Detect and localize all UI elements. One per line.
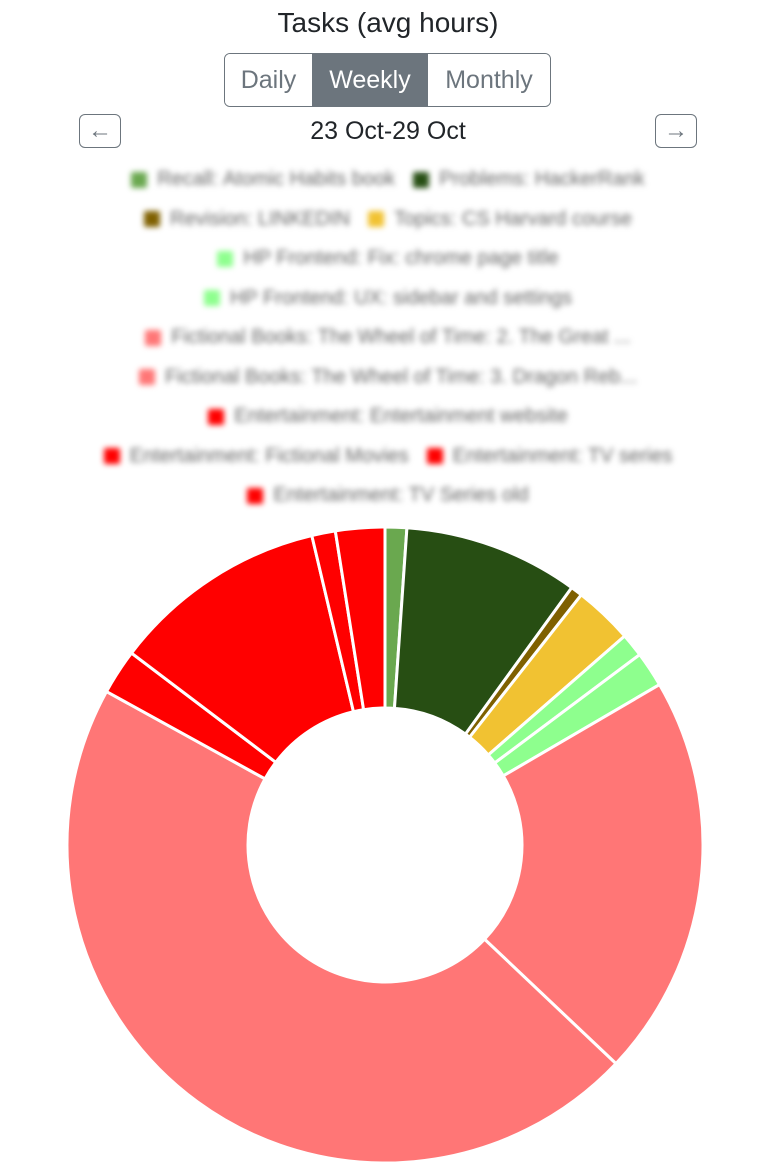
legend-row: Entertainment: Entertainment website (40, 397, 736, 437)
legend-item[interactable]: HP Frontend: UX: sidebar and settings (203, 286, 573, 310)
legend-item[interactable]: Entertainment: Entertainment website (208, 405, 568, 428)
legend-label: Fictional Books: The Wheel of Time: 2. T… (171, 326, 631, 349)
donut-slice[interactable] (333, 525, 387, 712)
legend-label: Problems: HackerRank (439, 168, 645, 191)
legend-row: Entertainment: TV Series old (40, 476, 736, 516)
legend-swatch (145, 329, 162, 346)
legend-item[interactable]: Fictional Books: The Wheel of Time: 3. D… (138, 365, 638, 389)
donut-chart (0, 520, 776, 1170)
legend-swatch (247, 487, 264, 504)
chart-title: Tasks (avg hours) (277, 7, 499, 38)
arrow-left-icon: ← (88, 117, 112, 144)
legend-swatch (208, 408, 225, 425)
legend-item[interactable]: Revision: LINKEDIN (144, 208, 350, 231)
weekly-button[interactable]: Weekly (312, 54, 427, 106)
legend-row: Entertainment: Fictional Movies Entertain… (40, 437, 736, 477)
legend-swatch (217, 250, 234, 267)
legend-row: HP Frontend: UX: sidebar and settings (40, 279, 736, 319)
legend-swatch (138, 369, 155, 386)
legend-label: HP Frontend: UX: sidebar and settings (229, 286, 573, 309)
legend-label: Entertainment: Entertainment website (234, 405, 568, 428)
legend-item[interactable]: Entertainment: TV series (426, 444, 673, 468)
legend-item[interactable]: Entertainment: Fictional Movies (103, 444, 409, 468)
next-period-button[interactable]: → (655, 114, 697, 148)
legend-label: Entertainment: TV Series old (273, 484, 529, 507)
legend-item[interactable]: Entertainment: TV Series old (247, 484, 529, 507)
legend-swatch (368, 211, 385, 228)
legend-swatch (413, 171, 430, 188)
legend-item[interactable]: HP Frontend: Fix: chrome page title (217, 247, 559, 270)
legend-item[interactable]: Fictional Books: The Wheel of Time: 2. T… (145, 326, 631, 349)
donut-slice[interactable] (65, 689, 619, 1165)
legend-swatch (103, 448, 120, 465)
previous-period-button[interactable]: ← (79, 114, 121, 148)
arrow-right-icon: → (664, 117, 688, 144)
legend-item[interactable]: Problems: HackerRank (413, 168, 645, 191)
donut-slice[interactable] (129, 533, 356, 765)
legend-label: Topics: CS Harvard course (394, 207, 632, 230)
legend-label: Recall: Atomic Habits book (157, 168, 396, 191)
legend-label: Entertainment: TV series (452, 444, 673, 467)
legend-row: Revision: LINKEDIN Topics: CS Harvard cou… (40, 200, 736, 240)
legend-swatch (203, 290, 220, 307)
legend-swatch (131, 171, 148, 188)
legend-row: Fictional Books: The Wheel of Time: 3. D… (40, 358, 736, 398)
legend-swatch (426, 448, 443, 465)
legend-label: Entertainment: Fictional Movies (129, 444, 409, 467)
legend-row: Recall: Atomic Habits book Problems: Hack… (40, 160, 736, 200)
legend-row: Fictional Books: The Wheel of Time: 2. T… (40, 318, 736, 358)
legend-row: HP Frontend: Fix: chrome page title (40, 239, 736, 279)
daily-button[interactable]: Daily (225, 54, 312, 106)
legend-item[interactable]: Topics: CS Harvard course (368, 208, 632, 231)
legend-label: Fictional Books: The Wheel of Time: 3. D… (164, 365, 638, 388)
date-range-label: 23 Oct-29 Oct (310, 117, 466, 145)
legend-item[interactable]: Recall: Atomic Habits book (131, 168, 395, 191)
legend-label: Revision: LINKEDIN (170, 207, 351, 230)
monthly-button[interactable]: Monthly (427, 54, 550, 106)
chart-legend: Recall: Atomic Habits book Problems: Hack… (40, 160, 736, 516)
legend-swatch (144, 211, 161, 228)
donut-slice[interactable] (482, 682, 705, 1066)
period-toggle: Daily Weekly Monthly (224, 53, 551, 107)
legend-label: HP Frontend: Fix: chrome page title (243, 247, 559, 270)
donut-chart-svg (65, 525, 705, 1165)
